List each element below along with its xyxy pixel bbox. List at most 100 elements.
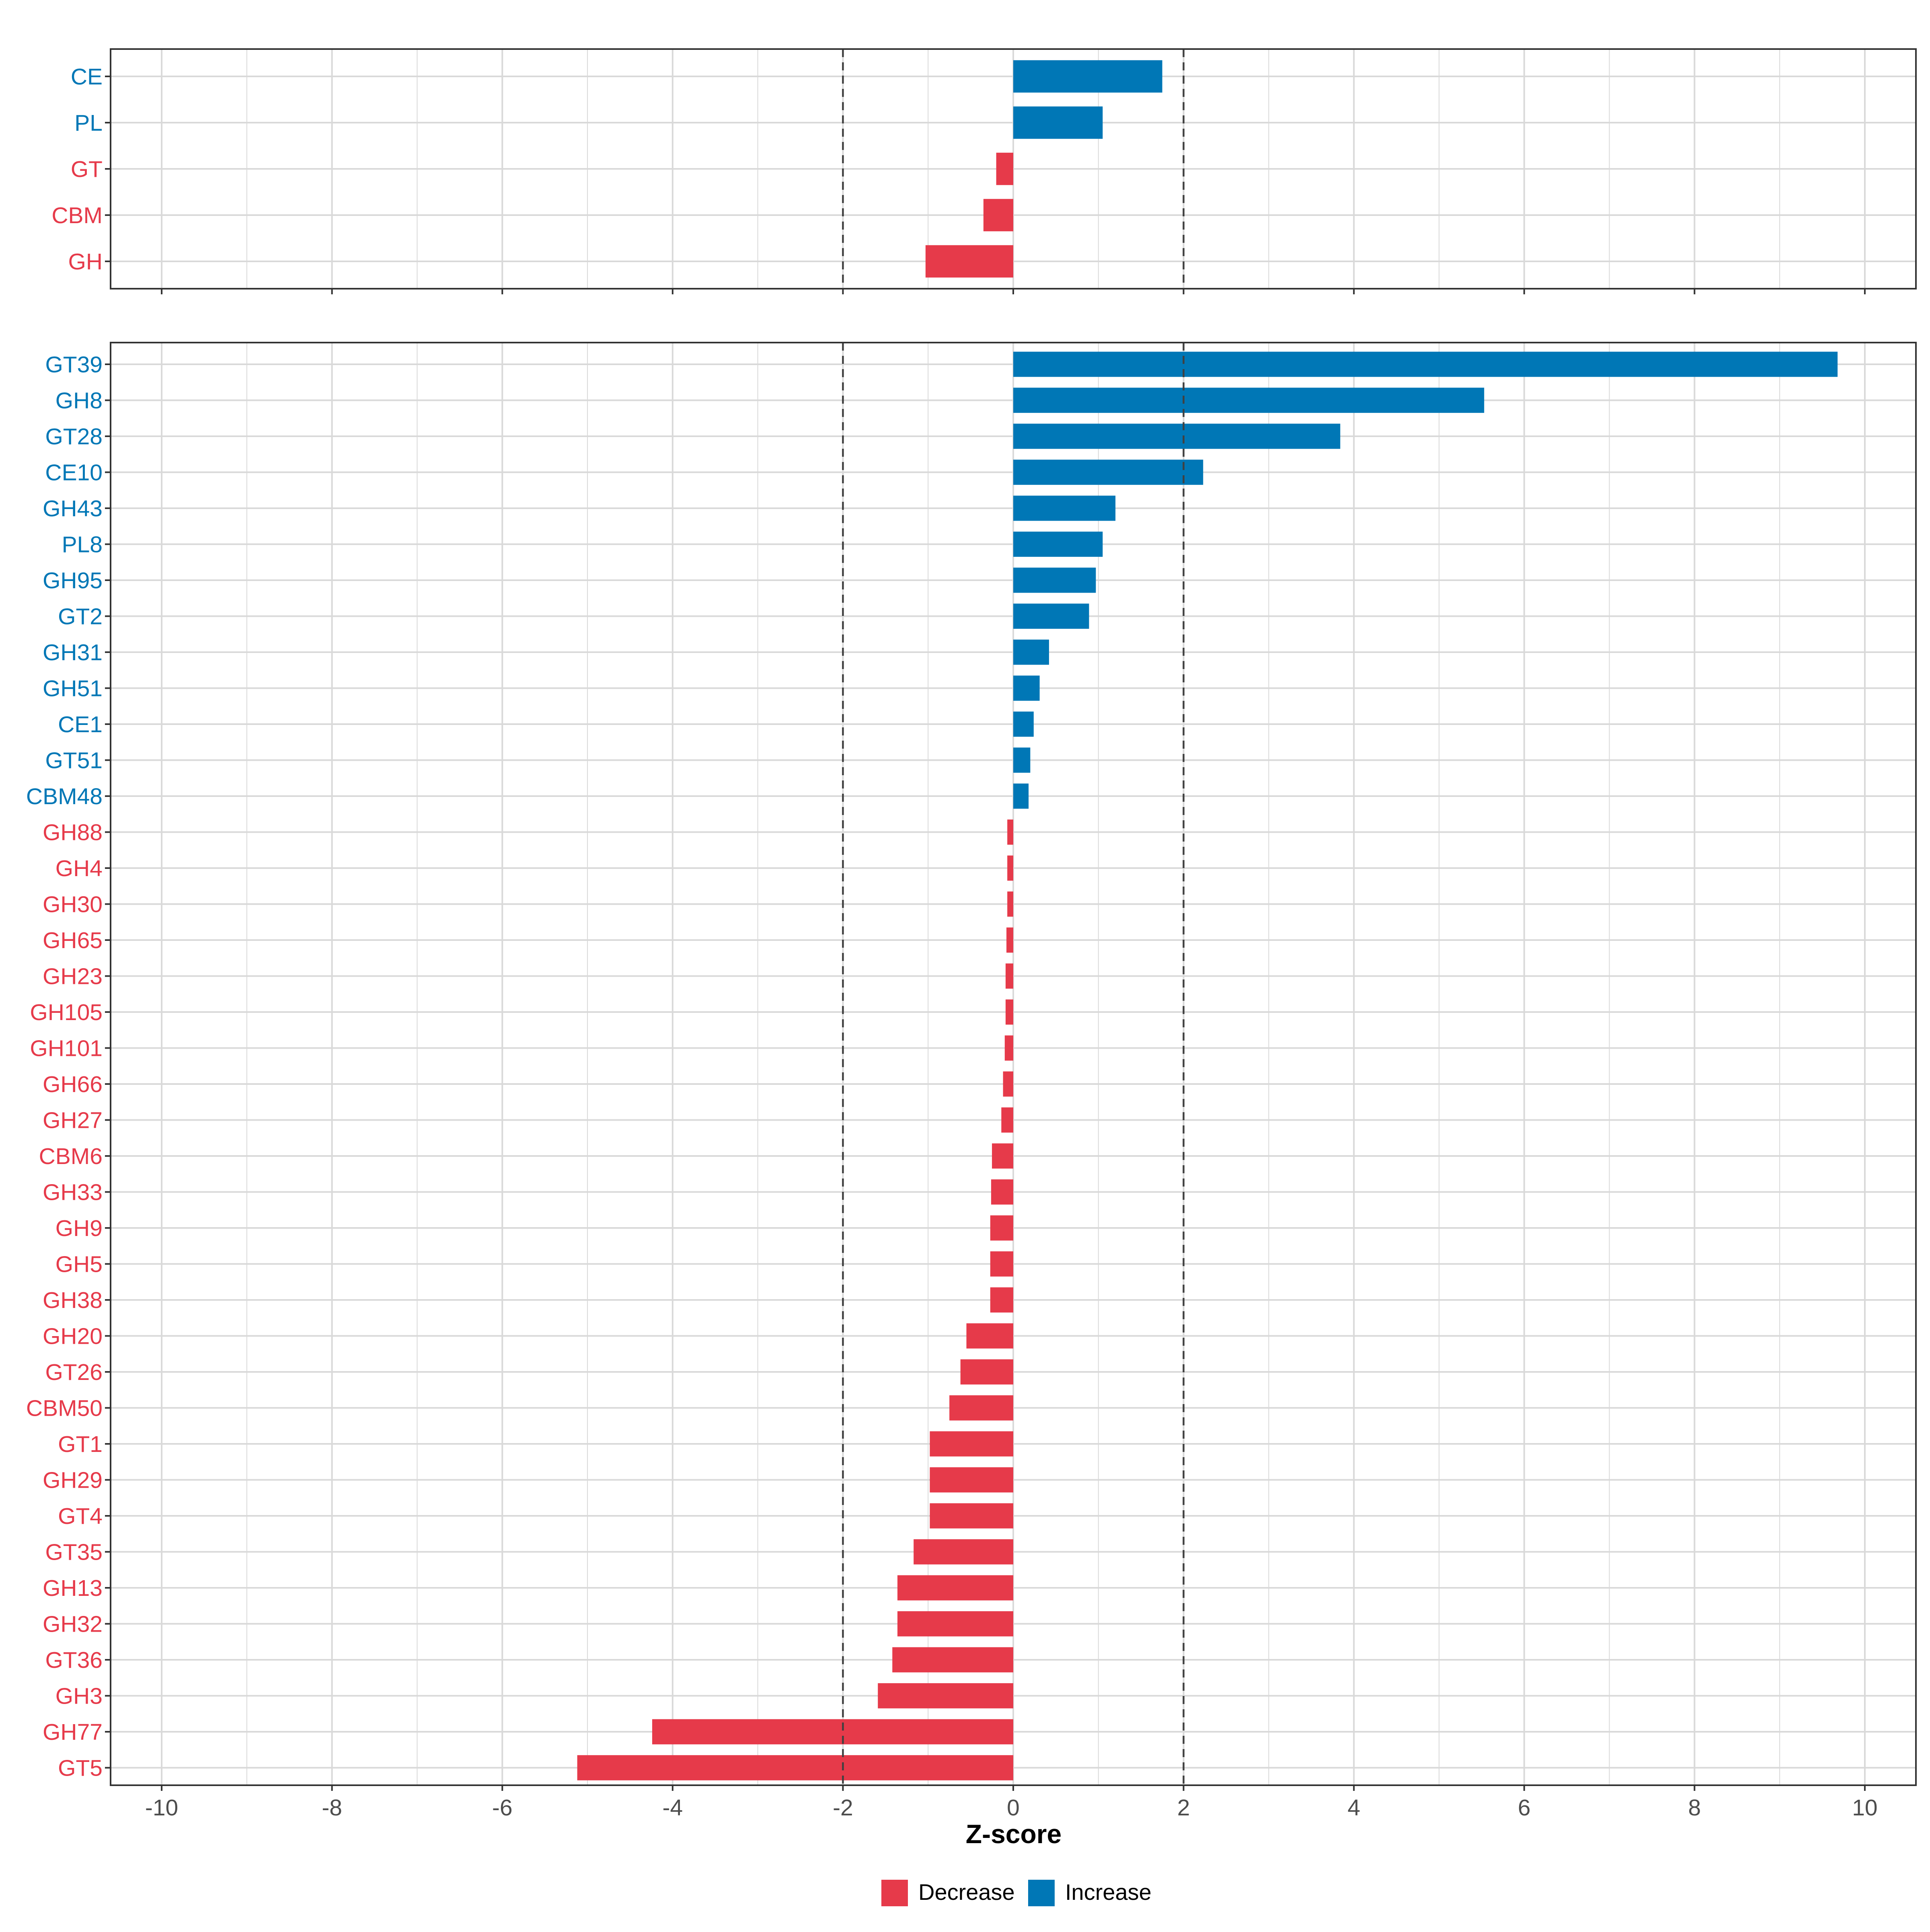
x-tick-label: -6 [492, 1795, 513, 1821]
bar-pl [1013, 106, 1103, 139]
x-tick-label: -2 [833, 1795, 853, 1821]
bar-gh3 [878, 1683, 1013, 1708]
y-tick-label-gh88: GH88 [43, 820, 103, 846]
x-tick-label: -8 [322, 1795, 342, 1821]
bar-gh32 [897, 1611, 1013, 1636]
y-tick-label-gt1: GT1 [58, 1431, 103, 1457]
y-tick-label-cbm48: CBM48 [26, 784, 103, 809]
y-tick-label-gt2: GT2 [58, 604, 103, 630]
bar-gh101 [1004, 1035, 1013, 1061]
y-tick-label-gh66: GH66 [43, 1072, 103, 1097]
y-tick-label-gt36: GT36 [45, 1647, 103, 1673]
y-tick-label-cbm6: CBM6 [39, 1144, 103, 1169]
bar-ce10 [1013, 460, 1203, 485]
legend: Decrease Increase [881, 1879, 1152, 1906]
y-tick-label-gh101: GH101 [30, 1036, 103, 1061]
y-tick-label-gt4: GT4 [58, 1503, 103, 1529]
y-tick-label-gh30: GH30 [43, 892, 103, 918]
y-tick-label-gt28: GT28 [45, 424, 103, 450]
bar-gh [925, 245, 1013, 278]
bar-gh30 [1007, 891, 1013, 917]
x-tick-label: -10 [145, 1795, 178, 1821]
x-tick-label: -4 [662, 1795, 683, 1821]
bar-gh4 [1007, 855, 1013, 881]
bar-gh51 [1013, 675, 1040, 701]
y-tick-label-gt: GT [71, 156, 103, 182]
bar-gh31 [1013, 639, 1049, 665]
x-axis-title: Z-score [966, 1819, 1062, 1849]
y-tick-label-pl: PL [74, 110, 103, 136]
y-tick-label-ce: CE [71, 64, 103, 90]
y-tick-label-gh27: GH27 [43, 1108, 103, 1133]
bar-gh13 [897, 1575, 1013, 1601]
y-tick-label-gh38: GH38 [43, 1287, 103, 1313]
y-tick-label-ce10: CE10 [45, 460, 103, 486]
bar-gh105 [1005, 999, 1013, 1025]
x-tick-label: 2 [1177, 1795, 1190, 1821]
y-tick-label-gh9: GH9 [55, 1215, 103, 1241]
bar-gh33 [991, 1179, 1013, 1205]
legend-swatch-decrease [881, 1880, 908, 1906]
y-tick-label-gt26: GT26 [45, 1359, 103, 1385]
bar-cbm50 [949, 1395, 1013, 1421]
y-tick-label-gh32: GH32 [43, 1612, 103, 1637]
bar-gt [996, 152, 1013, 185]
y-tick-label-pl8: PL8 [62, 532, 103, 558]
x-tick-label: 8 [1688, 1795, 1701, 1821]
bar-gh29 [930, 1467, 1013, 1493]
bar-gh66 [1003, 1071, 1013, 1097]
y-tick-label-gh5: GH5 [55, 1252, 103, 1277]
bar-gh9 [990, 1215, 1013, 1241]
bar-gt39 [1013, 351, 1838, 377]
bar-gt4 [930, 1503, 1013, 1529]
bar-gh38 [990, 1287, 1013, 1313]
y-tick-label-gh95: GH95 [43, 568, 103, 593]
y-tick-label-gh20: GH20 [43, 1324, 103, 1349]
bar-pl8 [1013, 532, 1103, 557]
bar-gh65 [1006, 927, 1013, 953]
y-tick-label-gh105: GH105 [30, 1000, 103, 1025]
y-tick-label-gh29: GH29 [43, 1468, 103, 1493]
bar-gt5 [577, 1755, 1013, 1780]
legend-label-increase: Increase [1065, 1879, 1152, 1905]
bar-gh20 [966, 1323, 1013, 1349]
bar-gh95 [1013, 567, 1096, 593]
x-tick-label: 4 [1347, 1795, 1360, 1821]
y-tick-label-cbm: CBM [51, 203, 103, 228]
y-tick-label-cbm50: CBM50 [26, 1396, 103, 1421]
bar-gh23 [1005, 963, 1013, 989]
y-tick-label-gh77: GH77 [43, 1719, 103, 1745]
bar-gh88 [1007, 819, 1013, 845]
legend-label-decrease: Decrease [918, 1879, 1015, 1905]
y-tick-label-gh31: GH31 [43, 640, 103, 665]
y-tick-label-gh8: GH8 [55, 388, 103, 414]
bar-gt35 [914, 1539, 1013, 1564]
bar-gt28 [1013, 423, 1341, 449]
bar-gt36 [892, 1647, 1013, 1673]
bar-gh8 [1013, 388, 1484, 413]
y-tick-label-gh13: GH13 [43, 1575, 103, 1601]
bar-ce [1013, 60, 1162, 93]
y-tick-label-gh43: GH43 [43, 496, 103, 521]
y-tick-label-gh4: GH4 [55, 856, 103, 881]
y-tick-label-gt39: GT39 [45, 352, 103, 378]
legend-swatch-increase [1028, 1880, 1055, 1906]
x-axis: -10 -8 -6 -4 -2 0 2 4 6 8 10 [145, 1785, 1878, 1821]
bar-gh43 [1013, 495, 1116, 521]
x-tick-label: 10 [1852, 1795, 1877, 1821]
y-tick-label-gh3: GH3 [55, 1684, 103, 1709]
y-tick-label-gt5: GT5 [58, 1755, 103, 1781]
y-tick-label-gh23: GH23 [43, 964, 103, 990]
y-tick-label-gt51: GT51 [45, 748, 103, 774]
bar-gh27 [1001, 1107, 1013, 1133]
panel-bottom: GT39 GH8 GT28 CE10 GH43 PL8 GH95 GT2 GH31 GH51 CE1… [26, 342, 1917, 1786]
bar-gt2 [1013, 604, 1089, 629]
bar-gh77 [652, 1719, 1013, 1745]
y-tick-label-gh51: GH51 [43, 676, 103, 702]
bar-cbm48 [1013, 783, 1029, 809]
y-tick-label-gt35: GT35 [45, 1540, 103, 1565]
x-tick-label: 6 [1518, 1795, 1531, 1821]
bar-gt1 [930, 1431, 1013, 1457]
